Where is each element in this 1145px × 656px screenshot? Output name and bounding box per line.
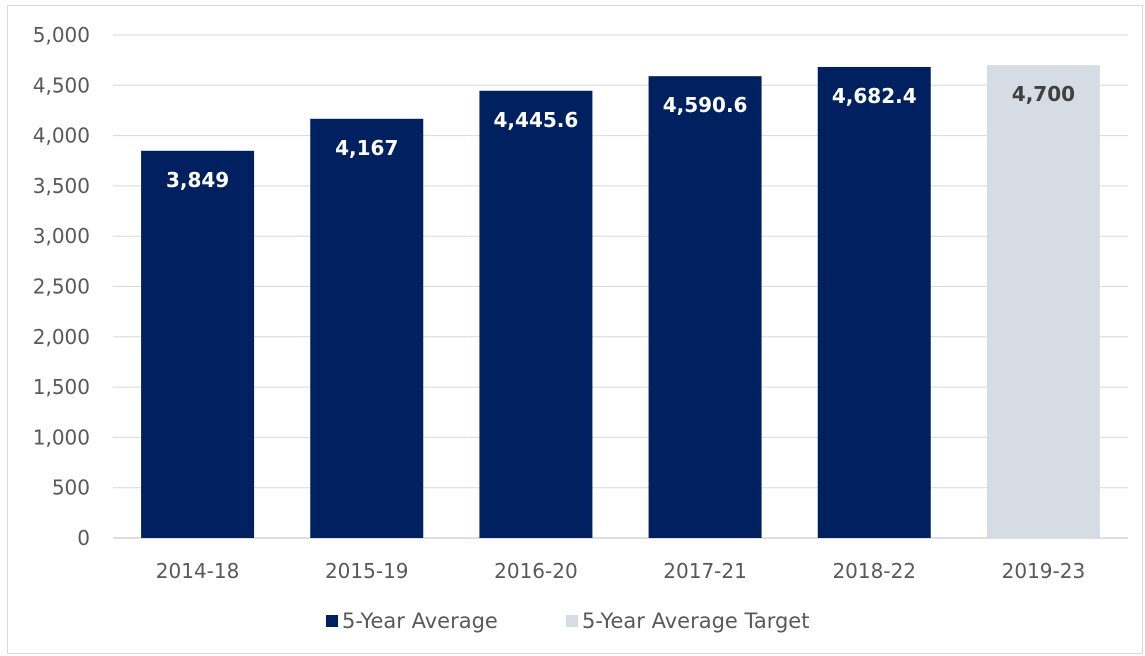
data-labels: 3,849 4,167 4,445.6 4,590.6 4,682.4 4,700 xyxy=(166,82,1075,192)
bar xyxy=(141,150,255,539)
x-tick-label: 2017-21 xyxy=(663,559,747,583)
x-tick-label: 2018-22 xyxy=(832,559,916,583)
x-tick-label: 2014-18 xyxy=(156,559,240,583)
data-label: 4,167 xyxy=(335,136,398,160)
legend-swatch xyxy=(326,615,338,627)
y-tick-label: 0 xyxy=(77,526,90,550)
x-tick-label: 2016-20 xyxy=(494,559,578,583)
bar xyxy=(310,118,424,538)
bar xyxy=(817,66,931,538)
legend: 5-Year Average 5-Year Average Target xyxy=(326,609,809,633)
data-label: 4,682.4 xyxy=(832,84,917,108)
x-tick-label: 2015-19 xyxy=(325,559,409,583)
bar xyxy=(479,90,593,538)
y-axis-tick-labels: 0 500 1,000 1,500 2,000 2,500 3,000 3,500 4,000 4… xyxy=(33,23,90,550)
y-tick-label: 4,500 xyxy=(33,73,90,97)
x-axis-tick-labels: 2014-18 2015-19 2016-20 2017-21 2018-22 2019-… xyxy=(156,559,1085,583)
data-label: 4,445.6 xyxy=(494,108,579,132)
legend-label: 5-Year Average xyxy=(342,609,498,633)
data-label: 4,700 xyxy=(1012,82,1075,106)
bar xyxy=(648,76,762,538)
data-label: 3,849 xyxy=(166,168,229,192)
legend-swatch xyxy=(566,615,578,627)
y-tick-label: 1,500 xyxy=(33,375,90,399)
y-tick-label: 2,500 xyxy=(33,275,90,299)
y-tick-label: 3,500 xyxy=(33,174,90,198)
gridlines xyxy=(113,34,1128,539)
data-label: 4,590.6 xyxy=(663,93,748,117)
y-tick-label: 3,000 xyxy=(33,224,90,248)
x-tick-label: 2019-23 xyxy=(1002,559,1086,583)
bars xyxy=(141,65,1100,539)
y-tick-label: 2,000 xyxy=(33,325,90,349)
bar xyxy=(986,65,1100,539)
y-tick-label: 1,000 xyxy=(33,425,90,449)
y-tick-label: 4,000 xyxy=(33,124,90,148)
y-tick-label: 5,000 xyxy=(33,23,90,47)
legend-label: 5-Year Average Target xyxy=(582,609,809,633)
y-tick-label: 500 xyxy=(52,476,90,500)
